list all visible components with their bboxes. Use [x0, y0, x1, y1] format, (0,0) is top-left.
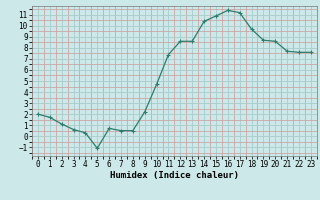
- X-axis label: Humidex (Indice chaleur): Humidex (Indice chaleur): [110, 171, 239, 180]
